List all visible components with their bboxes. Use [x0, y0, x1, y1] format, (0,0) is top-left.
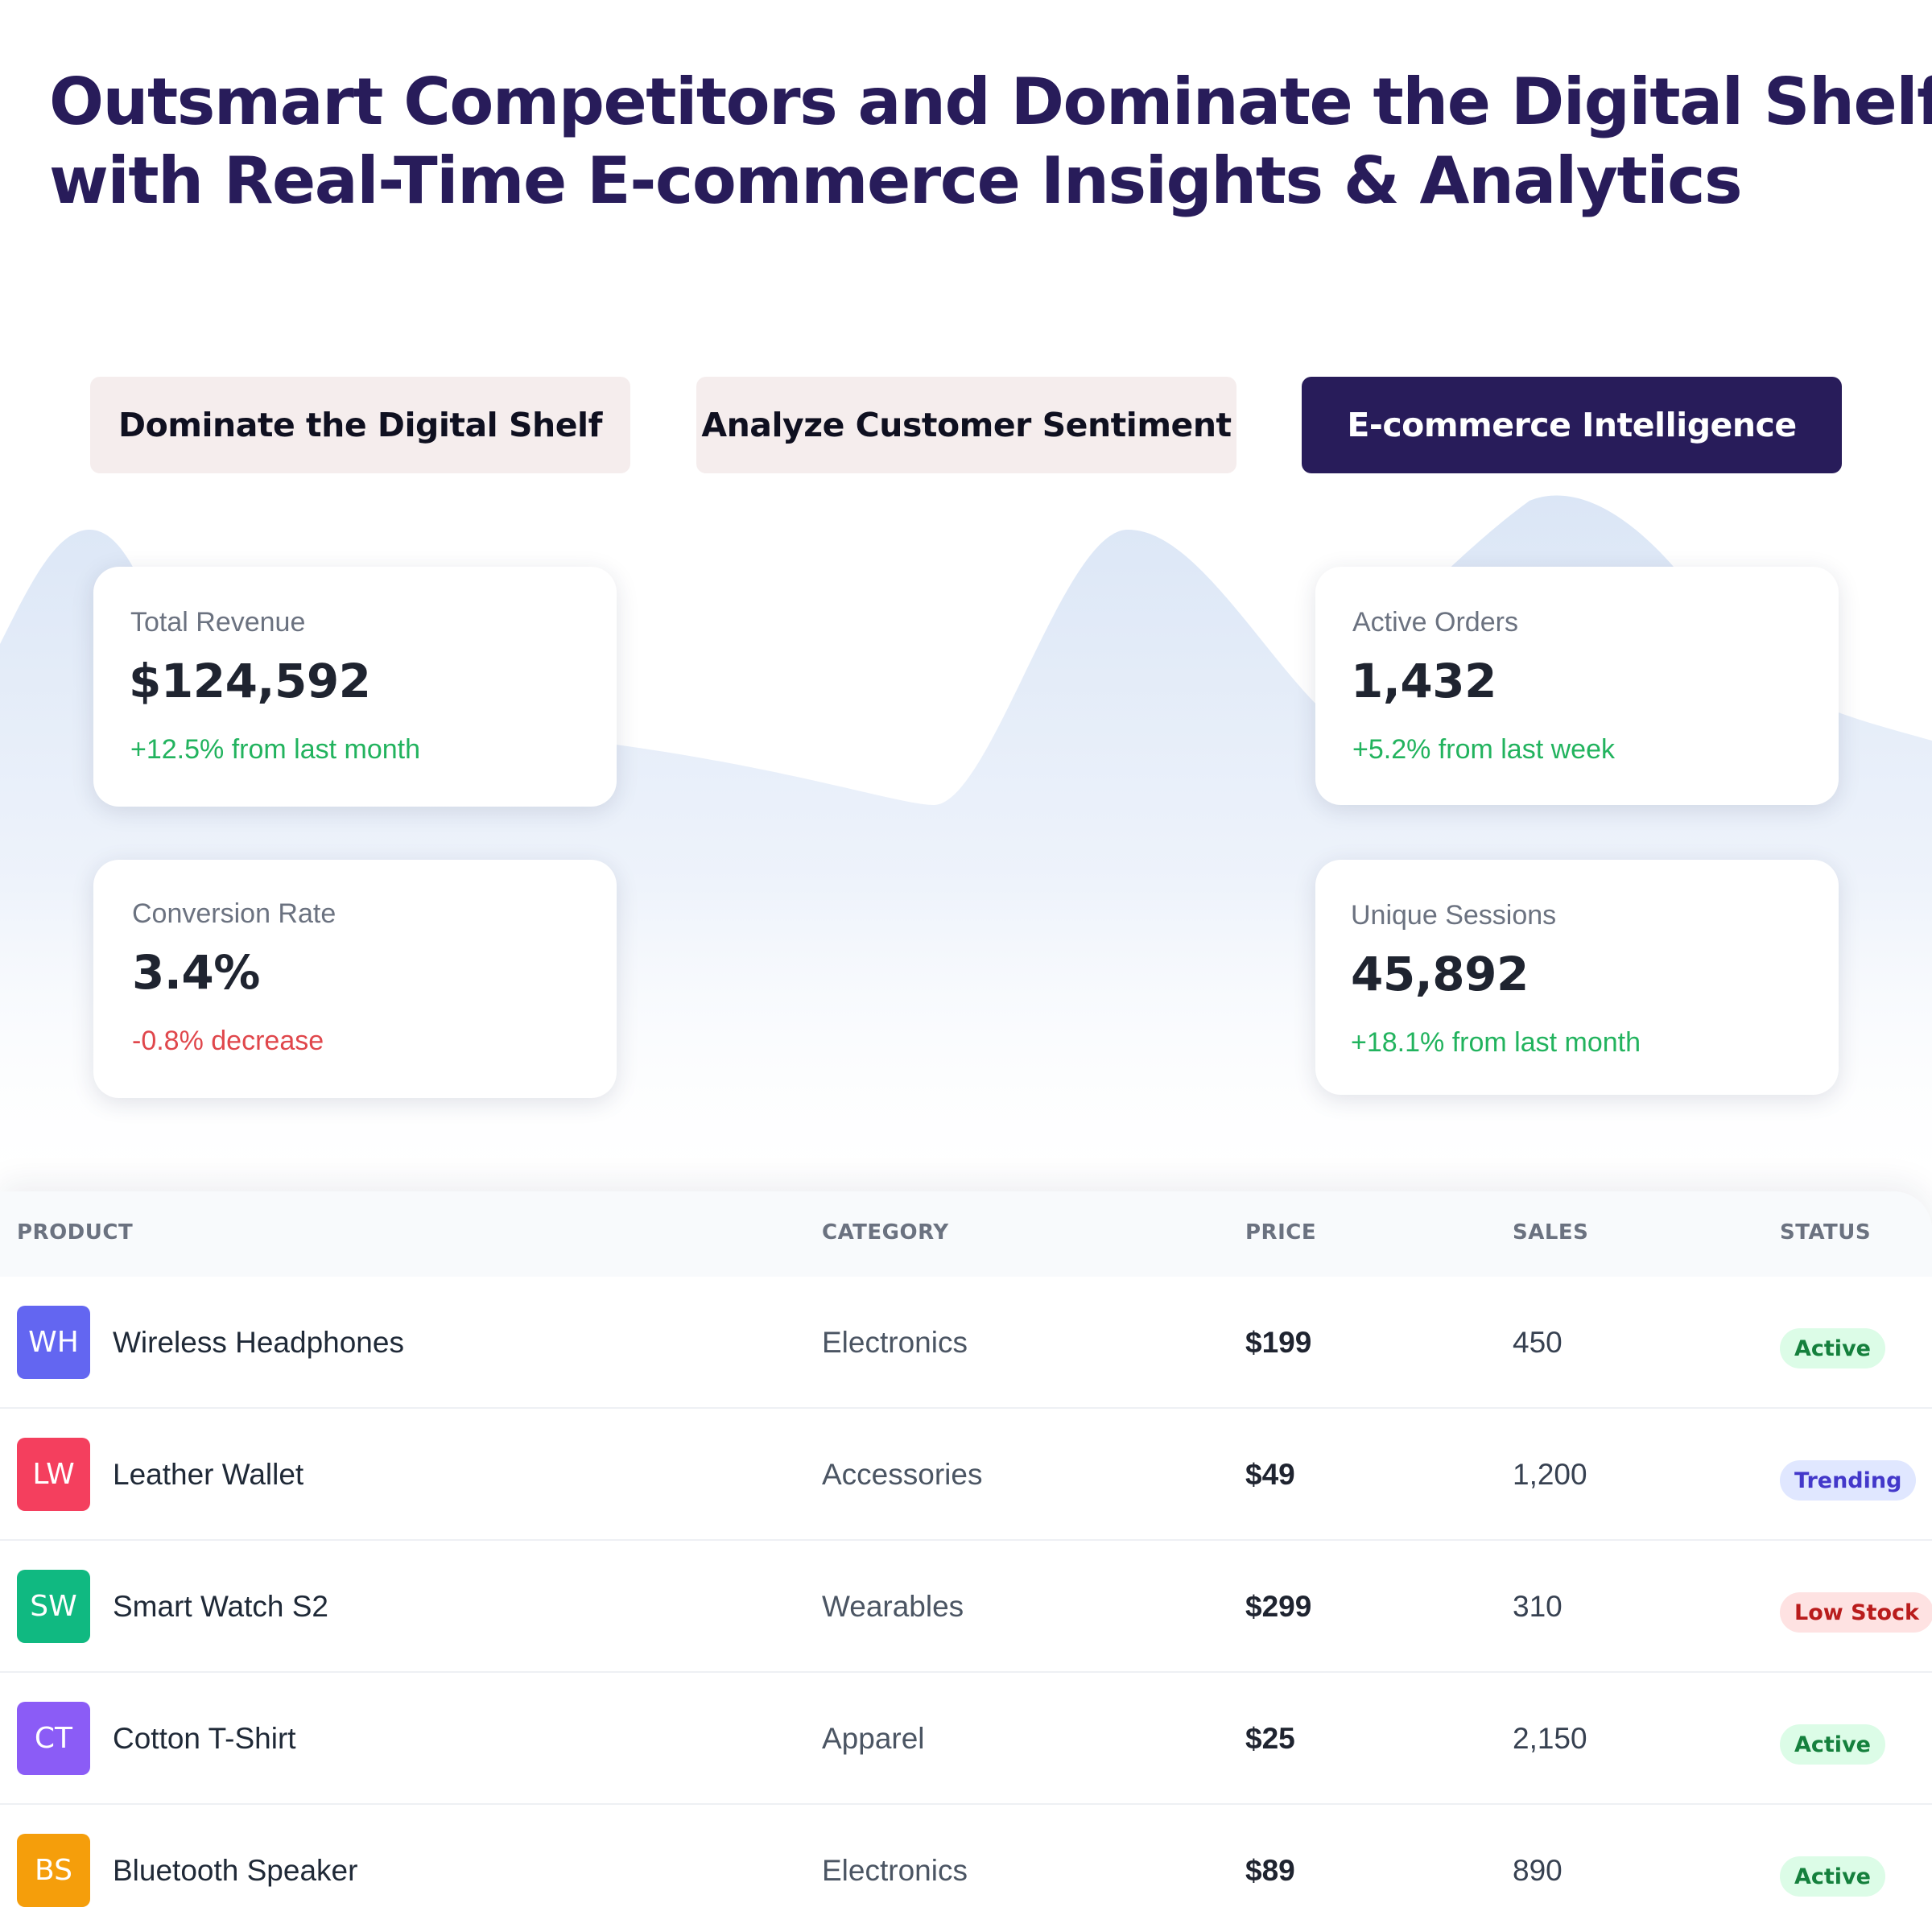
product-name: Smart Watch S2 — [113, 1590, 328, 1623]
metric-delta: +12.5% from last month — [130, 734, 421, 765]
table-row[interactable]: WH Wireless Headphones Electronics $199 … — [0, 1277, 1932, 1409]
table-row[interactable]: BS Bluetooth Speaker Electronics $89 890… — [0, 1805, 1932, 1932]
product-name: Wireless Headphones — [113, 1326, 404, 1359]
column-header-category[interactable]: CATEGORY — [822, 1220, 949, 1245]
product-name: Cotton T-Shirt — [113, 1722, 296, 1755]
metric-label: Unique Sessions — [1351, 900, 1557, 931]
product-sales: 310 — [1513, 1590, 1563, 1623]
product-category: Electronics — [822, 1854, 968, 1887]
column-header-status[interactable]: STATUS — [1780, 1220, 1872, 1245]
metric-label: Total Revenue — [130, 607, 306, 638]
metric-label: Conversion Rate — [132, 898, 336, 929]
products-table: PRODUCT CATEGORY PRICE SALES STATUS WH W… — [0, 1191, 1932, 1932]
headline-line-1: Outsmart Competitors and Dominate the Di… — [49, 64, 1932, 139]
product-category: Apparel — [822, 1722, 925, 1755]
product-price: $199 — [1245, 1326, 1312, 1359]
metric-card-unique-sessions: Unique Sessions 45,892 +18.1% from last … — [1315, 860, 1839, 1095]
product-name: Bluetooth Speaker — [113, 1854, 358, 1887]
metric-card-conversion-rate: Conversion Rate 3.4% -0.8% decrease — [93, 860, 617, 1098]
page-headline: Outsmart Competitors and Dominate the Di… — [49, 63, 1932, 221]
table-row[interactable]: SW Smart Watch S2 Wearables $299 310 Low… — [0, 1541, 1932, 1673]
metric-label: Active Orders — [1352, 607, 1518, 638]
product-price: $49 — [1245, 1458, 1295, 1491]
product-category: Electronics — [822, 1326, 968, 1359]
metric-card-active-orders: Active Orders 1,432 +5.2% from last week — [1315, 567, 1839, 805]
metric-value: 1,432 — [1351, 654, 1496, 708]
tab-dominate-digital-shelf[interactable]: Dominate the Digital Shelf — [90, 377, 630, 473]
status-badge: Trending — [1780, 1460, 1917, 1501]
product-category: Accessories — [822, 1458, 983, 1491]
product-category: Wearables — [822, 1590, 964, 1623]
tab-analyze-customer-sentiment[interactable]: Analyze Customer Sentiment — [696, 377, 1236, 473]
product-name: Leather Wallet — [113, 1458, 304, 1491]
metric-value: $124,592 — [129, 654, 371, 708]
column-header-sales[interactable]: SALES — [1513, 1220, 1589, 1245]
metric-delta: +18.1% from last month — [1351, 1027, 1641, 1058]
status-badge: Active — [1780, 1856, 1885, 1897]
product-avatar: LW — [17, 1438, 90, 1511]
product-avatar: BS — [17, 1834, 90, 1907]
metric-value: 3.4% — [132, 945, 260, 1000]
status-badge: Active — [1780, 1328, 1885, 1368]
product-price: $299 — [1245, 1590, 1312, 1623]
column-header-price[interactable]: PRICE — [1245, 1220, 1317, 1245]
table-row[interactable]: CT Cotton T-Shirt Apparel $25 2,150 Acti… — [0, 1673, 1932, 1805]
product-avatar: SW — [17, 1570, 90, 1643]
status-badge: Active — [1780, 1724, 1885, 1765]
status-badge: Low Stock — [1780, 1592, 1932, 1633]
headline-line-2: with Real-Time E-commerce Insights & Ana… — [49, 143, 1743, 218]
metric-card-total-revenue: Total Revenue $124,592 +12.5% from last … — [93, 567, 617, 807]
tab-ecommerce-intelligence[interactable]: E-commerce Intelligence — [1302, 377, 1842, 473]
product-price: $25 — [1245, 1722, 1295, 1755]
product-price: $89 — [1245, 1854, 1295, 1887]
table-row[interactable]: LW Leather Wallet Accessories $49 1,200 … — [0, 1409, 1932, 1541]
metric-value: 45,892 — [1351, 947, 1529, 1001]
product-avatar: CT — [17, 1702, 90, 1775]
metric-delta: +5.2% from last week — [1352, 734, 1615, 765]
product-sales: 1,200 — [1513, 1458, 1587, 1491]
product-sales: 890 — [1513, 1854, 1563, 1887]
product-sales: 2,150 — [1513, 1722, 1587, 1755]
column-header-product[interactable]: PRODUCT — [17, 1220, 134, 1245]
metric-delta: -0.8% decrease — [132, 1026, 324, 1056]
product-avatar: WH — [17, 1306, 90, 1379]
table-header: PRODUCT CATEGORY PRICE SALES STATUS — [0, 1191, 1932, 1277]
product-sales: 450 — [1513, 1326, 1563, 1359]
